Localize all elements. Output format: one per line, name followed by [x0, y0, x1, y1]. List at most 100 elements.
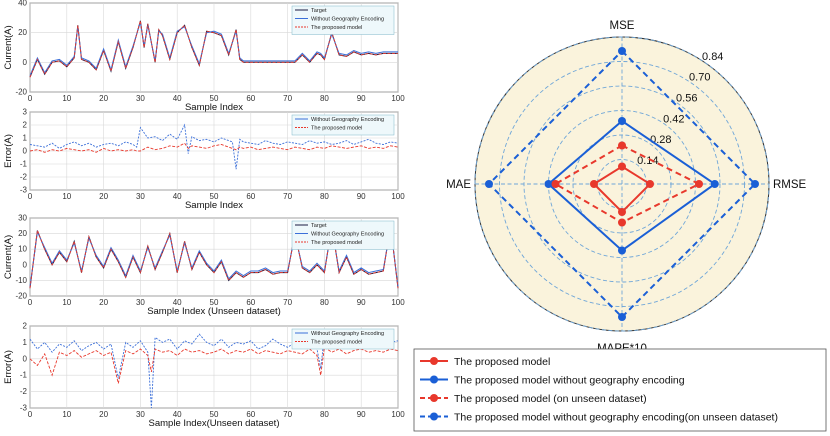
radar-data-point — [544, 180, 553, 188]
x-tick-label: 30 — [136, 192, 145, 201]
radar-data-point — [618, 117, 626, 125]
y-tick-label: -1 — [20, 371, 28, 380]
legend-label: The proposed model — [311, 240, 362, 246]
legend-label: Without Geography Encoding — [311, 17, 384, 23]
x-axis-label: Sample Index — [185, 102, 243, 113]
x-tick-label: 30 — [136, 94, 145, 103]
radar-legend-label: The proposed model without geography enc… — [454, 412, 778, 424]
y-tick-label: 10 — [18, 245, 27, 254]
radar-tick-label: 0.70 — [689, 72, 710, 84]
radar-legend-marker — [430, 412, 438, 421]
radar-chart: 0.140.280.420.560.700.84MSERMSEMAPE*10MA… — [413, 20, 827, 432]
legend-box — [291, 220, 395, 250]
radar-data-point — [695, 180, 703, 188]
x-tick-label: 10 — [62, 192, 71, 201]
radar-legend-label: The proposed model without geography enc… — [454, 375, 685, 387]
x-tick-label: 40 — [173, 410, 182, 419]
y-tick-label: 2 — [23, 121, 28, 130]
radar-data-point — [618, 47, 626, 55]
series-line-without-geography-encoding — [29, 333, 399, 409]
legend-label: The proposed model — [311, 126, 362, 132]
x-tick-label: 50 — [210, 192, 219, 201]
radar-data-point — [485, 180, 493, 188]
x-tick-label: 0 — [28, 94, 33, 103]
y-tick-label: -20 — [15, 88, 27, 97]
legend-label: Without Geography Encoding — [311, 232, 384, 238]
radar-series-polygon-4 — [487, 49, 757, 319]
radar-data-point — [618, 141, 626, 150]
x-tick-label: 70 — [283, 298, 292, 307]
radar-data-point — [618, 313, 626, 321]
y-tick-label: 1 — [23, 338, 28, 347]
radar-legend: The proposed model The proposed model wit… — [413, 348, 827, 432]
x-tick-label: 90 — [357, 410, 366, 419]
x-tick-label: 100 — [391, 94, 405, 103]
y-tick-label: -1 — [20, 160, 28, 169]
y-tick-label: 20 — [18, 229, 27, 238]
x-tick-label: 60 — [246, 298, 255, 307]
x-tick-label: 40 — [173, 298, 182, 307]
x-tick-label: 50 — [210, 94, 219, 103]
x-tick-label: 70 — [283, 410, 292, 419]
x-tick-label: 100 — [391, 410, 405, 419]
y-tick-label: -2 — [20, 173, 28, 182]
x-tick-label: 0 — [28, 192, 33, 201]
y-tick-label: 40 — [18, 0, 27, 8]
x-tick-label: 60 — [246, 410, 255, 419]
x-tick-label: 20 — [99, 192, 108, 201]
radar-legend-label: The proposed model — [454, 356, 550, 368]
legend-box — [291, 328, 395, 350]
x-tick-label: 0 — [28, 298, 33, 307]
y-axis-label: Error(A) — [3, 134, 14, 168]
radar-tick-label: 0.28 — [650, 134, 671, 146]
y-axis-label: Current(A) — [3, 25, 14, 69]
x-tick-label: 100 — [391, 298, 405, 307]
x-tick-label: 70 — [283, 192, 292, 201]
radar-data-point — [618, 218, 626, 227]
y-tick-label: -20 — [15, 292, 27, 301]
x-tick-label: 50 — [210, 298, 219, 307]
y-tick-label: 30 — [18, 214, 27, 223]
radar-tick-label: 0.56 — [676, 92, 697, 104]
legend-label: The proposed model — [311, 25, 362, 31]
legend: Target Without Geography Encoding The prop… — [291, 220, 395, 250]
y-tick-label: 3 — [23, 108, 28, 117]
x-tick-label: 40 — [173, 192, 182, 201]
x-tick-label: 30 — [136, 410, 145, 419]
y-tick-label: 0 — [23, 147, 28, 156]
legend: Target Without Geography Encoding The prop… — [291, 5, 395, 35]
x-tick-label: 10 — [62, 94, 71, 103]
series-line-the-proposed-model — [29, 142, 399, 153]
series-line-the-proposed-model — [29, 346, 399, 384]
y-tick-label: -3 — [20, 404, 28, 413]
y-tick-label: 1 — [23, 134, 28, 143]
x-tick-label: 80 — [320, 410, 329, 419]
x-tick-label: 20 — [99, 94, 108, 103]
x-tick-label: 20 — [99, 410, 108, 419]
x-tick-label: 60 — [246, 94, 255, 103]
x-tick-label: 0 — [28, 410, 33, 419]
series-line-the-proposed-model — [29, 225, 399, 289]
radar-legend-marker — [430, 357, 438, 365]
x-tick-label: 100 — [391, 192, 405, 201]
y-tick-label: 20 — [18, 28, 27, 37]
x-tick-label: 10 — [62, 298, 71, 307]
x-tick-label: 80 — [320, 192, 329, 201]
x-axis-label: Sample Index — [185, 200, 243, 211]
radar-tick-label: 0.84 — [702, 51, 723, 63]
radar-legend-label: The proposed model (on unseen dataset) — [454, 393, 647, 405]
x-tick-label: 90 — [357, 94, 366, 103]
x-tick-label: 90 — [357, 298, 366, 307]
y-tick-label: 2 — [23, 322, 28, 331]
legend-label: Target — [311, 8, 327, 14]
y-axis-label: Error(A) — [3, 350, 14, 384]
radar-data-point — [751, 180, 759, 188]
x-tick-label: 90 — [357, 192, 366, 201]
legend: Without Geography Encoding The proposed m… — [291, 328, 395, 350]
y-tick-label: 0 — [23, 58, 28, 67]
series-line-without-geography-encoding — [29, 123, 399, 170]
